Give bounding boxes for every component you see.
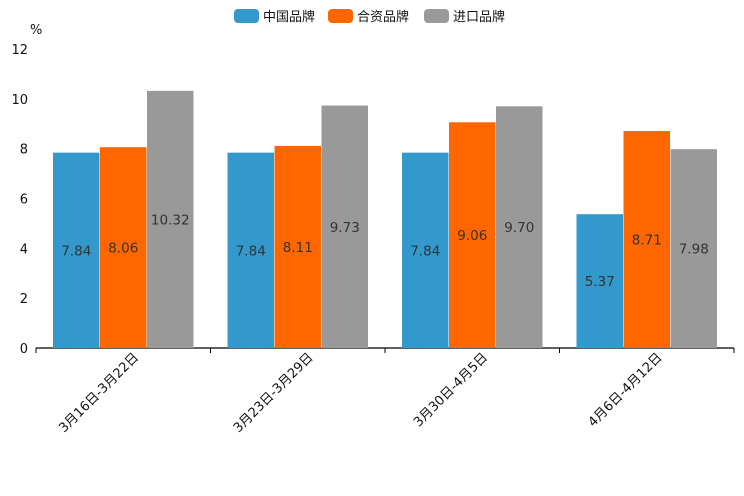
legend-label: 中国品牌 (263, 9, 315, 25)
data-label: 9.06 (457, 228, 487, 244)
legend-swatch-3 (424, 9, 449, 23)
bar-1 (576, 214, 623, 348)
data-label: 7.84 (61, 243, 91, 259)
x-tick-label: 3月30日-4月5日 (411, 350, 491, 430)
x-tick-label: 3月23日-3月29日 (231, 350, 317, 436)
y-tick-label: 0 (20, 342, 28, 357)
bar-3 (670, 149, 717, 348)
bar-2 (623, 130, 670, 348)
data-label: 8.06 (108, 241, 138, 257)
data-label: 9.73 (330, 220, 360, 236)
data-label: 5.37 (585, 274, 615, 290)
data-label: 7.98 (679, 242, 709, 258)
bar-2 (274, 145, 321, 348)
y-tick-label: 6 (20, 193, 28, 208)
data-label: 9.70 (504, 220, 534, 236)
bar-3 (496, 106, 543, 348)
bar-3 (147, 90, 194, 349)
x-tick-label: 3月16日-3月22日 (56, 350, 142, 436)
data-label: 7.84 (410, 243, 440, 259)
data-label: 10.32 (151, 212, 190, 228)
y-axis-unit: % (30, 23, 42, 38)
bar-1 (53, 152, 100, 348)
bar-1 (227, 152, 274, 348)
legend-swatch-2 (328, 9, 353, 23)
y-tick-label: 8 (20, 143, 28, 158)
bar-2 (449, 122, 496, 348)
legend-label: 进口品牌 (453, 9, 505, 25)
bar-2 (100, 147, 147, 348)
y-tick-label: 2 (20, 292, 28, 307)
data-label: 8.71 (632, 232, 662, 248)
y-tick-label: 12 (11, 43, 28, 58)
x-tick-label: 4月6日-4月12日 (586, 350, 666, 430)
bar-1 (402, 152, 449, 348)
data-label: 8.11 (283, 240, 313, 256)
data-label: 7.84 (236, 243, 266, 259)
bar-3 (321, 105, 368, 348)
y-tick-label: 4 (20, 242, 28, 257)
legend-label: 合资品牌 (357, 9, 409, 25)
legend-swatch-1 (234, 9, 259, 23)
y-tick-label: 10 (11, 93, 28, 108)
